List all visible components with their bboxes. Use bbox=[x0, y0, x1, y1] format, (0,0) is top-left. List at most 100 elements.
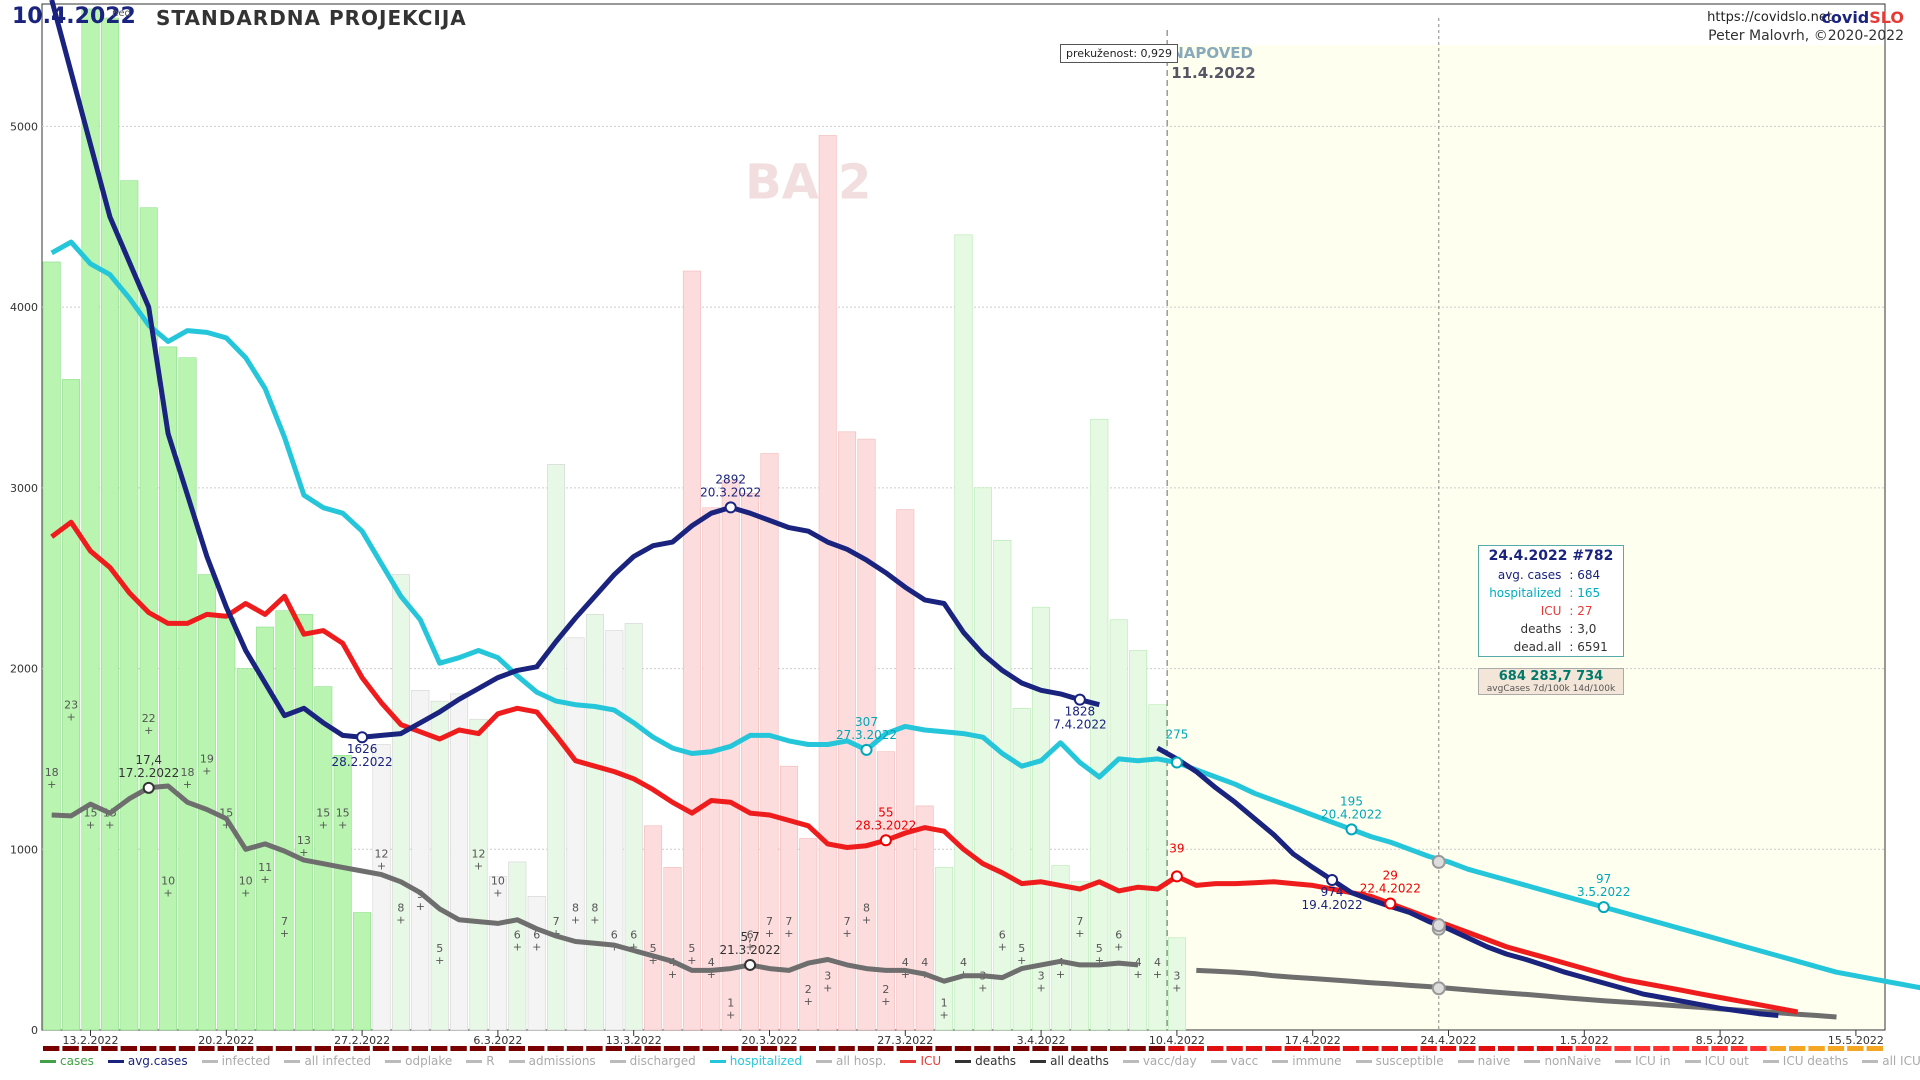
legend-label: immune bbox=[1292, 1054, 1342, 1068]
daily-deaths-cross: + bbox=[1153, 968, 1162, 981]
date-strip-segment bbox=[217, 1046, 234, 1051]
cases-bar bbox=[973, 487, 992, 1031]
cases-bar bbox=[779, 765, 798, 1031]
date-strip-segment bbox=[722, 1046, 739, 1051]
daily-deaths-label: 3 bbox=[1173, 969, 1180, 982]
cases-bar bbox=[197, 574, 216, 1031]
legend-item[interactable]: ICU deaths bbox=[1762, 1054, 1849, 1068]
date-strip-segment bbox=[1090, 1046, 1107, 1051]
cases-bar bbox=[818, 135, 837, 1031]
legend-swatch bbox=[1355, 1060, 1372, 1063]
legend-swatch bbox=[107, 1060, 124, 1063]
date-strip-segment bbox=[528, 1046, 545, 1051]
legend-item[interactable]: cases bbox=[40, 1054, 94, 1068]
date-strip-segment bbox=[1071, 1046, 1088, 1051]
daily-deaths-cross: + bbox=[47, 778, 56, 791]
legend-item[interactable]: immune bbox=[1272, 1054, 1342, 1068]
daily-deaths-label: 1 bbox=[727, 996, 734, 1009]
legend-item[interactable]: all infected bbox=[284, 1054, 371, 1068]
legend-label: susceptible bbox=[1375, 1054, 1444, 1068]
icu-annotation-value: 29 bbox=[1383, 869, 1398, 883]
x-tick-label: 24.4.2022 bbox=[1421, 1034, 1477, 1047]
cases-bar bbox=[1051, 865, 1070, 1031]
forecast-date: 11.4.2022 bbox=[1171, 64, 1255, 82]
legend-item[interactable]: vacc/day bbox=[1122, 1054, 1197, 1068]
date-strip-segment bbox=[586, 1046, 603, 1051]
cases-bar bbox=[857, 438, 876, 1031]
legend-item[interactable]: admissions bbox=[508, 1054, 596, 1068]
legend-item[interactable]: all deaths bbox=[1030, 1054, 1109, 1068]
author-credit: Peter Malovrh, ©2020-2022 bbox=[1708, 28, 1904, 44]
date-strip-segment bbox=[1401, 1046, 1418, 1051]
legend-item[interactable]: infected bbox=[201, 1054, 270, 1068]
date-strip-segment bbox=[140, 1046, 157, 1051]
tooltip-row: dead.all: 6591 bbox=[1479, 638, 1623, 656]
daily-deaths-label: 3 bbox=[824, 969, 831, 982]
daily-deaths-cross: + bbox=[144, 724, 153, 737]
daily-deaths-label: 4 bbox=[960, 956, 967, 969]
date-strip-segment bbox=[1478, 1046, 1495, 1051]
avg_cases-annotation-value: 2892 bbox=[715, 472, 746, 486]
date-strip-segment bbox=[178, 1046, 196, 1051]
legend-item[interactable]: vacc bbox=[1210, 1054, 1258, 1068]
legend-label: ICU deaths bbox=[1782, 1054, 1849, 1068]
cases-bar bbox=[372, 744, 391, 1031]
legend-label: all ICU bbox=[1882, 1054, 1920, 1068]
legend-item[interactable]: susceptible bbox=[1355, 1054, 1444, 1068]
legend-item[interactable]: all ICU bbox=[1862, 1054, 1920, 1068]
legend-label: ICU out bbox=[1704, 1054, 1749, 1068]
date-strip-segment bbox=[237, 1046, 254, 1051]
daily-deaths-label: 8 bbox=[591, 902, 598, 915]
date-strip-segment bbox=[1730, 1046, 1748, 1051]
legend: cases avg.cases infected all infected odplak… bbox=[40, 1054, 1920, 1068]
legend-label: odplake bbox=[405, 1054, 453, 1068]
legend-swatch bbox=[1210, 1060, 1227, 1063]
legend-item[interactable]: nonNaive bbox=[1524, 1054, 1601, 1068]
date-strip-segment bbox=[372, 1046, 390, 1051]
date-strip-segment bbox=[411, 1046, 428, 1051]
daily-deaths-cross: + bbox=[1056, 968, 1065, 981]
legend-label: all infected bbox=[304, 1054, 372, 1068]
daily-deaths-cross: + bbox=[474, 859, 483, 872]
daily-deaths-cross: + bbox=[823, 981, 832, 994]
icu-annotation-date: 22.4.2022 bbox=[1360, 882, 1421, 896]
daily-deaths-label: 2 bbox=[882, 983, 889, 996]
date-strip-segment bbox=[62, 1046, 79, 1051]
daily-deaths-label: 23 bbox=[64, 698, 78, 711]
daily-deaths-label: 5 bbox=[650, 942, 657, 955]
legend-item[interactable]: avg.cases bbox=[107, 1054, 188, 1068]
x-tick-label: 13.3.2022 bbox=[606, 1034, 662, 1047]
date-strip-segment bbox=[295, 1046, 312, 1051]
page-weekday: ned bbox=[112, 8, 131, 19]
legend-item[interactable]: hospitalized bbox=[709, 1054, 802, 1068]
daily-deaths-cross: + bbox=[396, 914, 405, 927]
daily-deaths-label: 12 bbox=[375, 847, 389, 860]
legend-item[interactable]: ICU bbox=[900, 1054, 941, 1068]
date-strip-segment bbox=[1168, 1046, 1185, 1051]
date-strip-segment bbox=[159, 1046, 176, 1051]
legend-item[interactable]: all hosp. bbox=[815, 1054, 886, 1068]
legend-item[interactable]: odplake bbox=[385, 1054, 452, 1068]
legend-swatch bbox=[1030, 1060, 1047, 1063]
legend-item[interactable]: ICU out bbox=[1684, 1054, 1749, 1068]
legend-swatch bbox=[815, 1060, 832, 1063]
legend-item[interactable]: ICU in bbox=[1615, 1054, 1671, 1068]
date-strip-segment bbox=[1013, 1046, 1030, 1051]
legend-item[interactable]: R bbox=[466, 1054, 495, 1068]
tooltip-row-value: : 165 bbox=[1569, 586, 1601, 600]
date-strip-segment bbox=[1051, 1046, 1069, 1051]
legend-item[interactable]: discharged bbox=[609, 1054, 696, 1068]
legend-item[interactable]: deaths bbox=[955, 1054, 1016, 1068]
legend-item[interactable]: naive bbox=[1457, 1054, 1510, 1068]
cases-bar bbox=[741, 493, 760, 1031]
cases-bar bbox=[294, 614, 313, 1031]
cases-bar bbox=[838, 431, 857, 1031]
tooltip-foot-values: 684 283,7 734 bbox=[1498, 669, 1604, 684]
date-strip-segment bbox=[993, 1046, 1010, 1051]
date-strip-segment bbox=[566, 1046, 584, 1051]
cases-bar bbox=[353, 912, 372, 1031]
site-url[interactable]: https://covidslo.net bbox=[1707, 10, 1832, 25]
date-strip-segment bbox=[1207, 1046, 1224, 1051]
legend-swatch bbox=[709, 1060, 726, 1063]
hospitalized-annotation-date: 3.5.2022 bbox=[1577, 885, 1630, 899]
